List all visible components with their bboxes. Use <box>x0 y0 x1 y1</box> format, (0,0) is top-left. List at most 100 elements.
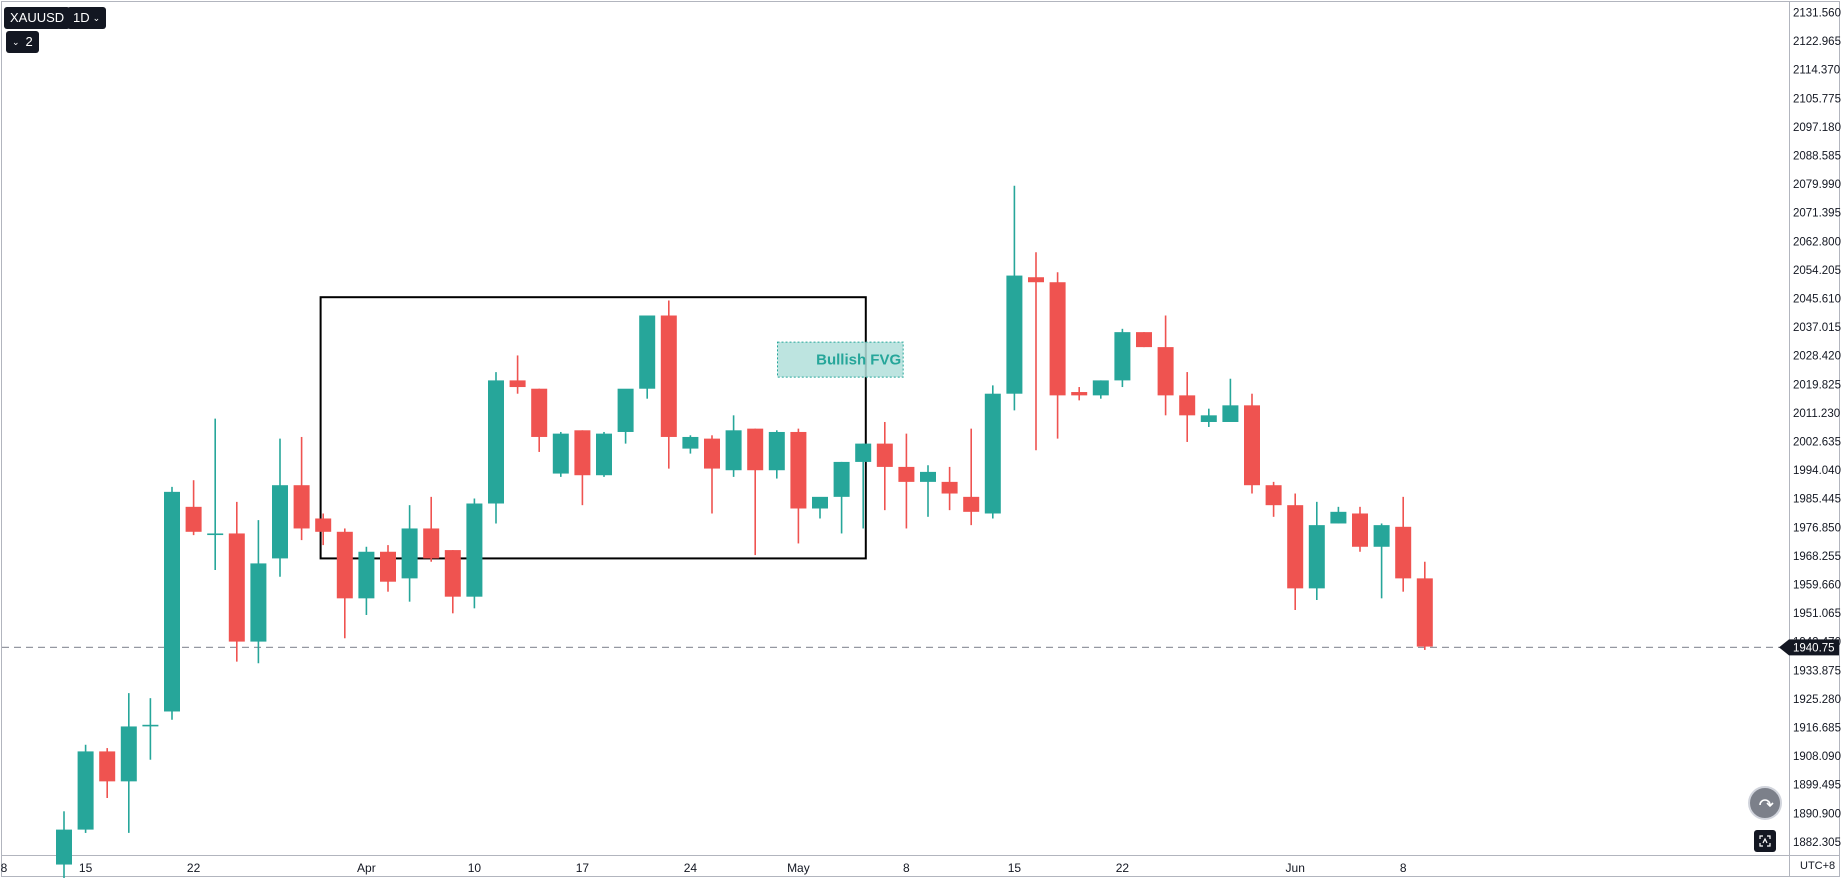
candle <box>1244 393 1260 494</box>
candles <box>56 185 1433 880</box>
candle <box>941 466 958 511</box>
candle-body <box>552 433 569 474</box>
price-tick-label: 1882.305 <box>1793 837 1841 849</box>
candle <box>833 461 850 534</box>
candle <box>920 465 936 517</box>
candle-body <box>1200 415 1217 422</box>
price-tick-label: 1933.875 <box>1793 665 1841 677</box>
candle-body <box>120 726 137 782</box>
chevron-down-icon: ⌄ <box>12 37 20 47</box>
candle-body <box>898 466 915 482</box>
candle-body <box>1006 275 1023 394</box>
price-tick-label: 2122.965 <box>1793 36 1841 48</box>
candle <box>617 388 634 444</box>
time-tick-label: 10 <box>468 861 482 875</box>
candle-body <box>99 751 116 782</box>
price-tick-label: 1959.660 <box>1793 580 1841 592</box>
price-tick-label: 1890.900 <box>1793 808 1841 820</box>
candle <box>984 385 1001 519</box>
candle <box>488 372 504 524</box>
price-tick-label: 2019.825 <box>1793 379 1841 391</box>
candle <box>1114 328 1131 388</box>
candle <box>1287 493 1304 610</box>
interval-badge[interactable]: 1D ⌄ <box>67 7 107 29</box>
candle <box>509 355 526 394</box>
candle-body <box>185 506 202 532</box>
candle <box>423 496 440 562</box>
candle <box>1071 387 1088 401</box>
price-tick-label: 2105.775 <box>1793 93 1841 105</box>
candle-body <box>725 430 742 471</box>
candle-body <box>56 829 72 865</box>
candle-body <box>596 433 612 476</box>
price-tick-label: 2079.990 <box>1793 179 1841 191</box>
candle-body <box>747 428 764 471</box>
candle-body <box>876 443 893 467</box>
price-tick-label: 2028.420 <box>1793 351 1841 363</box>
candle-body <box>768 431 785 471</box>
candle-body <box>466 503 483 597</box>
candle <box>315 513 332 546</box>
time-tick-label: 17 <box>576 861 590 875</box>
fvg-zone-rect <box>777 341 904 378</box>
candle-body <box>682 436 699 449</box>
candle <box>1395 496 1412 592</box>
candle-body <box>1352 513 1368 547</box>
price-tick-label: 2037.015 <box>1793 322 1841 334</box>
price-tick-label: 1985.445 <box>1793 494 1841 506</box>
price-tick-label: 1925.280 <box>1793 694 1841 706</box>
range-box <box>319 296 867 560</box>
candle <box>1049 272 1066 439</box>
candle <box>1136 332 1152 348</box>
candle-body <box>855 443 872 462</box>
candle-body <box>833 461 850 497</box>
candle <box>1265 481 1282 517</box>
candle-body <box>920 471 936 482</box>
reset-chart-button[interactable] <box>1748 786 1782 820</box>
candle <box>855 443 872 529</box>
candle <box>812 496 828 519</box>
time-tick-label: 22 <box>187 861 201 875</box>
candle-body <box>1136 332 1152 348</box>
candle <box>1006 185 1023 411</box>
candle <box>228 501 245 662</box>
candle <box>1416 561 1433 650</box>
candle-body <box>1222 405 1239 422</box>
candle <box>1373 523 1390 599</box>
candle-body <box>272 485 288 559</box>
candle <box>1222 378 1239 422</box>
indicators-toggle-button[interactable]: ⌄ 2 <box>6 31 39 53</box>
candle <box>380 545 396 592</box>
candle <box>336 528 353 639</box>
candle-body <box>1265 485 1282 506</box>
price-tick-label: 1976.850 <box>1793 522 1841 534</box>
candle <box>596 431 612 477</box>
candle <box>1028 252 1044 451</box>
candle <box>768 430 785 479</box>
price-tick-label: 2054.205 <box>1793 265 1841 277</box>
time-tick-label: 24 <box>684 861 698 875</box>
price-tag-shape <box>1779 639 1839 656</box>
candle <box>1179 372 1196 442</box>
timezone-label[interactable]: UTC+8 <box>1800 860 1836 872</box>
candle-body <box>293 485 310 529</box>
candle-body <box>639 315 656 389</box>
candle-body <box>1244 405 1260 486</box>
time-tick-label: 22 <box>1116 861 1130 875</box>
candle-body <box>164 491 180 712</box>
candle-body <box>1308 525 1325 589</box>
range-box <box>319 296 867 560</box>
interval-label: 1D <box>73 10 90 25</box>
candle <box>639 315 656 399</box>
price-axis: 1882.305 1890.900 1899.495 1908.090 1916.685… <box>1779 8 1841 849</box>
price-tick-label: 1916.685 <box>1793 723 1841 735</box>
auto-scale-button[interactable] <box>1754 830 1776 852</box>
symbol-badge[interactable]: XAUUSD <box>4 7 71 29</box>
time-tick-label: Jun <box>1286 861 1305 875</box>
candle <box>574 430 591 506</box>
time-tick-label: Apr <box>357 861 376 875</box>
time-axis: 8 15 22 Apr 10 17 24 May 8 15 22 Jun 8 <box>1 861 1407 875</box>
